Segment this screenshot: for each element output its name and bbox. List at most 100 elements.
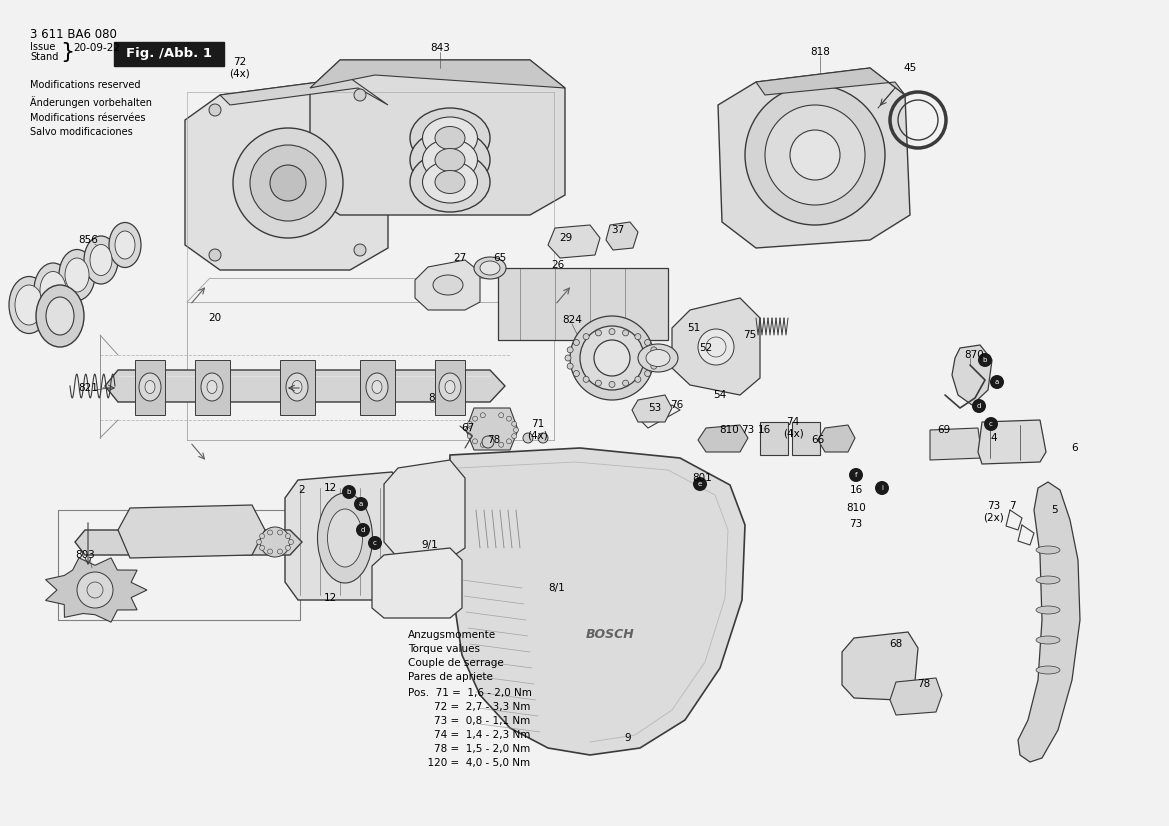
Polygon shape — [118, 505, 265, 558]
Polygon shape — [890, 678, 942, 715]
Ellipse shape — [207, 381, 217, 393]
Text: 801: 801 — [692, 473, 712, 483]
Circle shape — [250, 145, 326, 221]
Ellipse shape — [58, 249, 95, 301]
Ellipse shape — [410, 130, 490, 190]
Ellipse shape — [318, 493, 373, 583]
Circle shape — [574, 339, 580, 345]
Circle shape — [512, 434, 517, 439]
Polygon shape — [310, 60, 565, 215]
Text: 856: 856 — [78, 235, 98, 245]
Text: 73: 73 — [850, 519, 863, 529]
Text: 66: 66 — [811, 435, 824, 445]
Polygon shape — [672, 298, 760, 395]
Circle shape — [285, 545, 290, 550]
Polygon shape — [760, 422, 788, 455]
Ellipse shape — [34, 263, 72, 317]
Polygon shape — [498, 268, 667, 340]
Polygon shape — [632, 395, 672, 422]
Circle shape — [595, 330, 601, 336]
Text: 51: 51 — [687, 323, 700, 333]
Text: BOSCH: BOSCH — [586, 629, 635, 642]
Circle shape — [745, 85, 885, 225]
Ellipse shape — [410, 152, 490, 212]
Circle shape — [693, 477, 707, 491]
Circle shape — [260, 545, 264, 550]
Circle shape — [765, 105, 865, 205]
Circle shape — [354, 89, 366, 101]
Text: 68: 68 — [890, 639, 902, 649]
Polygon shape — [105, 370, 505, 402]
Circle shape — [609, 382, 615, 387]
Circle shape — [580, 326, 644, 390]
Circle shape — [285, 534, 290, 539]
Circle shape — [277, 549, 283, 554]
Polygon shape — [818, 425, 855, 452]
Text: 65: 65 — [493, 253, 506, 263]
Text: Issue: Issue — [30, 42, 55, 52]
Ellipse shape — [84, 236, 118, 284]
Text: 9/1: 9/1 — [422, 540, 438, 550]
Circle shape — [468, 434, 472, 439]
Ellipse shape — [46, 297, 74, 335]
Text: 5: 5 — [1052, 505, 1058, 515]
Circle shape — [357, 523, 371, 537]
Text: 8: 8 — [429, 393, 435, 403]
Text: a: a — [359, 501, 364, 507]
Ellipse shape — [638, 344, 678, 372]
Text: 54: 54 — [713, 390, 727, 400]
Text: 37: 37 — [611, 225, 624, 235]
Text: 67: 67 — [462, 423, 475, 433]
Polygon shape — [842, 632, 918, 700]
Circle shape — [990, 375, 1004, 389]
Polygon shape — [606, 222, 638, 250]
Circle shape — [538, 433, 548, 443]
Text: 69: 69 — [938, 425, 950, 435]
Circle shape — [513, 428, 519, 433]
Circle shape — [268, 530, 272, 535]
Circle shape — [876, 481, 888, 495]
Ellipse shape — [1036, 606, 1060, 614]
Polygon shape — [285, 472, 404, 600]
Circle shape — [790, 130, 841, 180]
Ellipse shape — [422, 161, 477, 203]
Circle shape — [623, 380, 629, 386]
Polygon shape — [1018, 482, 1080, 762]
Text: 27: 27 — [454, 253, 466, 263]
Circle shape — [565, 355, 570, 361]
Ellipse shape — [292, 381, 302, 393]
Circle shape — [574, 371, 580, 377]
Circle shape — [368, 536, 382, 550]
Circle shape — [499, 413, 504, 418]
Circle shape — [465, 428, 470, 433]
Text: 810: 810 — [719, 425, 739, 435]
Polygon shape — [195, 360, 230, 415]
Text: 73 =  0,8 - 1,1 Nm: 73 = 0,8 - 1,1 Nm — [408, 716, 531, 726]
Circle shape — [354, 497, 368, 511]
Circle shape — [849, 468, 863, 482]
Text: a: a — [995, 379, 999, 385]
Circle shape — [984, 417, 998, 431]
Polygon shape — [793, 422, 819, 455]
Circle shape — [233, 128, 343, 238]
Text: Modifications reserved
Änderungen vorbehalten
Modifications réservées
Salvo modi: Modifications reserved Änderungen vorbeh… — [30, 80, 152, 137]
Ellipse shape — [201, 373, 223, 401]
Text: 4: 4 — [990, 433, 997, 443]
Ellipse shape — [440, 373, 461, 401]
Circle shape — [698, 329, 734, 365]
Polygon shape — [548, 225, 600, 258]
Circle shape — [651, 363, 657, 369]
Text: 72
(4x): 72 (4x) — [229, 57, 250, 78]
Ellipse shape — [366, 373, 388, 401]
Circle shape — [260, 527, 290, 557]
Ellipse shape — [1036, 666, 1060, 674]
Polygon shape — [134, 360, 165, 415]
Polygon shape — [75, 530, 302, 555]
Ellipse shape — [145, 381, 155, 393]
Circle shape — [256, 539, 262, 544]
Circle shape — [480, 413, 485, 418]
Text: 7: 7 — [1009, 501, 1016, 511]
Polygon shape — [978, 420, 1046, 464]
FancyBboxPatch shape — [115, 42, 224, 66]
Circle shape — [567, 363, 573, 369]
